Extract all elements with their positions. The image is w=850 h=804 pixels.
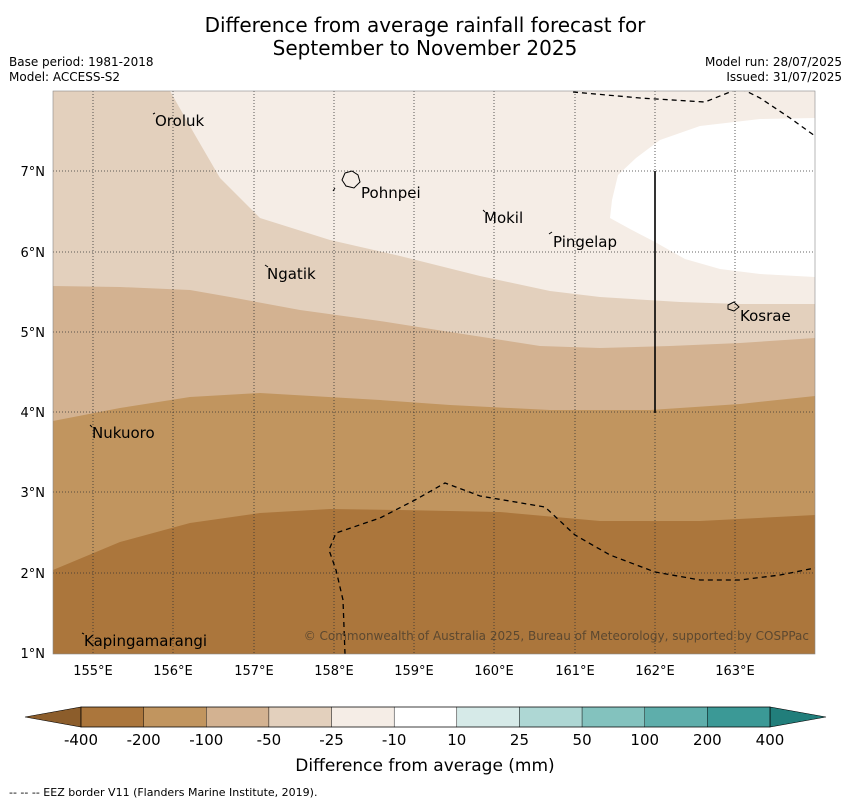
lon-tick: 156°E bbox=[153, 664, 193, 679]
graticule bbox=[53, 91, 815, 654]
label-pingelap: Pingelap bbox=[553, 233, 617, 251]
colorbar-tick-label: 200 bbox=[693, 731, 722, 749]
lat-tick: 1°N bbox=[21, 647, 46, 662]
lon-tick: 159°E bbox=[394, 664, 434, 679]
lat-tick: 5°N bbox=[21, 326, 46, 341]
copyright-credit: © Commonwealth of Australia 2025, Bureau… bbox=[304, 629, 809, 643]
latitude-axis: 7°N 6°N 5°N 4°N 3°N 2°N 1°N bbox=[21, 165, 46, 662]
colorbar-under-arrow bbox=[24, 706, 82, 728]
colorbar-segment bbox=[268, 706, 332, 728]
islands bbox=[81, 112, 740, 635]
lat-tick: 6°N bbox=[21, 246, 46, 261]
lon-tick: 158°E bbox=[314, 664, 354, 679]
oroluk-atoll-icon bbox=[152, 112, 156, 115]
colorbar-tick-label: -25 bbox=[319, 731, 344, 749]
lat-tick: 7°N bbox=[21, 165, 46, 180]
colorbar-segment bbox=[456, 706, 520, 728]
kapingamarangi-atoll-icon bbox=[81, 632, 85, 635]
pohnpei-island-icon bbox=[341, 170, 361, 189]
label-kapingamarangi: Kapingamarangi bbox=[84, 632, 207, 650]
lat-tick: 4°N bbox=[21, 406, 46, 421]
ant-atoll-icon bbox=[332, 187, 336, 192]
colorbar-ticks: -400 -200 -100 -50 -25 -10 10 25 50 100 200 400 bbox=[64, 731, 784, 749]
map-fill: Oroluk Pohnpei Mokil Pingelap Ngatik Kos… bbox=[53, 91, 815, 654]
lon-tick: 163°E bbox=[715, 664, 755, 679]
colorbar-segment bbox=[80, 706, 144, 728]
label-mokil: Mokil bbox=[484, 209, 523, 227]
colorbar-tick-label: -10 bbox=[382, 731, 407, 749]
eez-legend-note: -- -- -- EEZ border V11 (Flanders Marine… bbox=[9, 786, 318, 799]
map-title: Difference from average rainfall forecas… bbox=[0, 14, 850, 60]
label-pohnpei: Pohnpei bbox=[361, 184, 421, 202]
label-ngatik: Ngatik bbox=[267, 265, 316, 283]
lon-tick: 161°E bbox=[555, 664, 595, 679]
colorbar-segments bbox=[80, 706, 771, 728]
label-oroluk: Oroluk bbox=[155, 112, 204, 130]
lat-tick: 2°N bbox=[21, 567, 46, 582]
colorbar-segment bbox=[206, 706, 270, 728]
eez-border bbox=[328, 91, 815, 654]
colorbar-frame bbox=[80, 706, 771, 728]
lon-tick: 160°E bbox=[474, 664, 514, 679]
title-line-1: Difference from average rainfall forecas… bbox=[204, 13, 646, 37]
issued-date: Issued: 31/07/2025 bbox=[726, 70, 842, 84]
colorbar-tick-label: 100 bbox=[630, 731, 659, 749]
lat-tick: 3°N bbox=[21, 486, 46, 501]
kosrae-island-icon bbox=[727, 301, 740, 312]
base-period: Base period: 1981-2018 bbox=[9, 55, 154, 69]
colorbar-tick-label: -200 bbox=[127, 731, 161, 749]
colorbar-label: Difference from average (mm) bbox=[295, 756, 555, 776]
run-info: Model run: 28/07/2025 Issued: 31/07/2025 bbox=[705, 55, 842, 85]
colorbar-segment bbox=[143, 706, 207, 728]
label-nukuoro: Nukuoro bbox=[92, 424, 155, 442]
title-line-2: September to November 2025 bbox=[272, 36, 578, 60]
colorbar-tick-label: -50 bbox=[257, 731, 282, 749]
colorbar-tick-label: 50 bbox=[573, 731, 592, 749]
model-name: Model: ACCESS-S2 bbox=[9, 70, 121, 84]
colorbar-tick-label: -100 bbox=[189, 731, 223, 749]
band-minus-25 bbox=[170, 91, 815, 304]
model-run-date: Model run: 28/07/2025 bbox=[704, 55, 842, 69]
colorbar-segment bbox=[393, 706, 458, 728]
colorbar-tick-label: 10 bbox=[447, 731, 466, 749]
colorbar-segment bbox=[331, 706, 395, 728]
colorbar-tick-label: 25 bbox=[510, 731, 529, 749]
colorbar-segment bbox=[581, 706, 645, 728]
nukuoro-atoll-icon bbox=[89, 424, 93, 428]
colorbar: -400 -200 -100 -50 -25 -10 10 25 50 100 200 400 bbox=[24, 706, 827, 749]
colorbar-segment bbox=[707, 706, 771, 728]
lon-tick: 162°E bbox=[635, 664, 675, 679]
colorbar-over-arrow bbox=[769, 706, 827, 728]
pingelap-atoll-icon bbox=[548, 231, 553, 235]
colorbar-segment bbox=[644, 706, 708, 728]
colorbar-segment bbox=[519, 706, 583, 728]
colorbar-tick-label: 400 bbox=[756, 731, 785, 749]
model-info: Base period: 1981-2018 Model: ACCESS-S2 bbox=[9, 55, 154, 85]
mokil-atoll-icon bbox=[482, 209, 486, 213]
longitude-axis: 155°E 156°E 157°E 158°E 159°E 160°E 161°… bbox=[73, 664, 755, 679]
map-frame bbox=[52, 90, 816, 655]
label-kosrae: Kosrae bbox=[740, 307, 791, 325]
band-minus-10 bbox=[610, 118, 815, 277]
ngatik-atoll-icon bbox=[264, 264, 269, 268]
lon-tick: 155°E bbox=[73, 664, 113, 679]
colorbar-tick-label: -400 bbox=[64, 731, 98, 749]
lon-tick: 157°E bbox=[234, 664, 274, 679]
